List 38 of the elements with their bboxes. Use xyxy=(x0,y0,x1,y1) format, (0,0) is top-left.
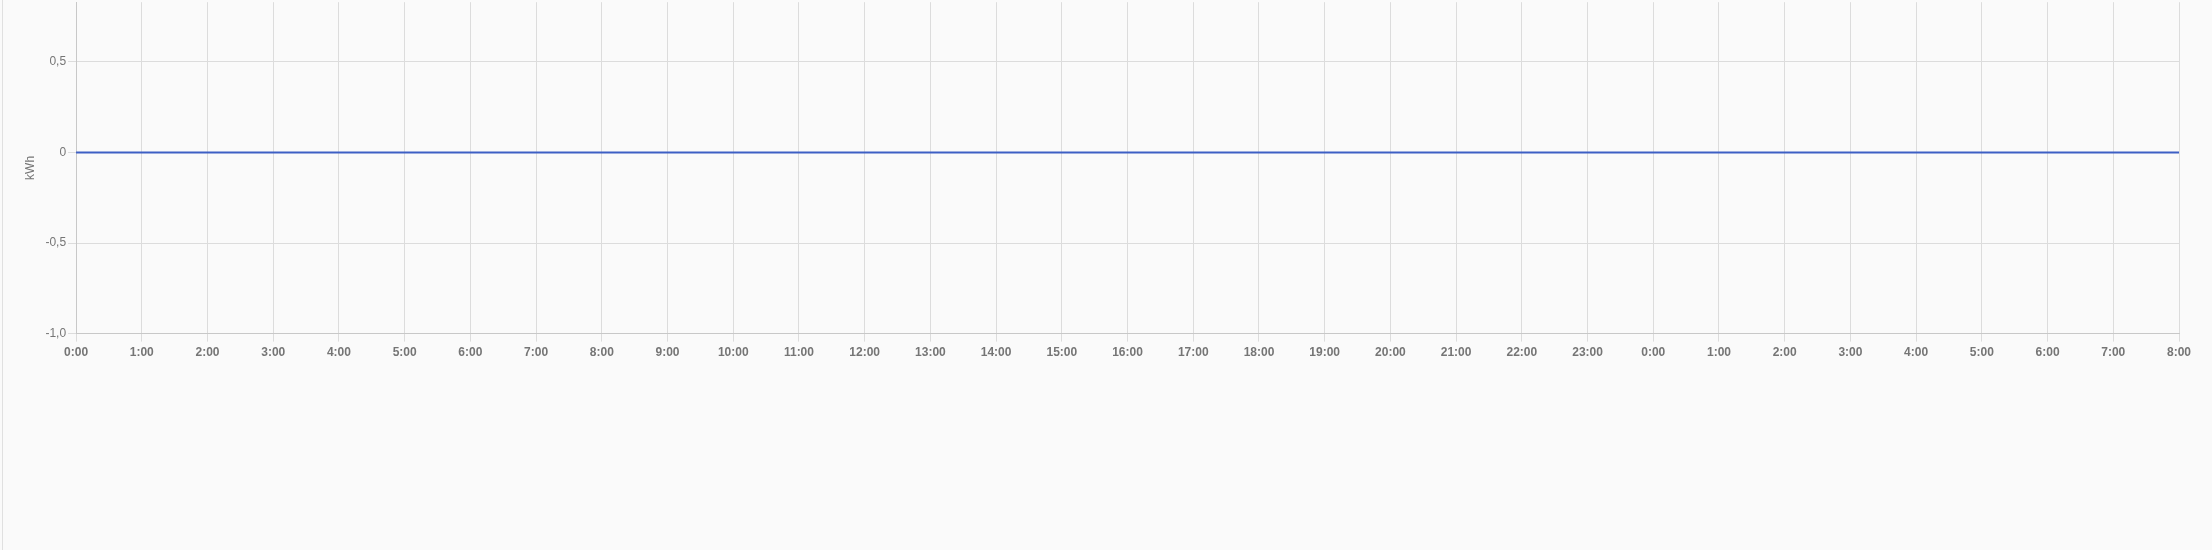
x-tick-label: 2:00 xyxy=(1772,345,1798,360)
x-tick-label: 4:00 xyxy=(326,345,352,360)
x-tick-label: 5:00 xyxy=(392,345,417,360)
x-tick-label: 22:00 xyxy=(1506,345,1538,360)
x-tick-label: 20:00 xyxy=(1375,345,1407,360)
x-tick-label: 6:00 xyxy=(458,345,483,360)
x-tick-label: 2:00 xyxy=(195,345,220,360)
x-tick-label: 1:00 xyxy=(1706,345,1732,360)
x-tick-label: 7:00 xyxy=(2101,345,2126,360)
x-tick-label: 10:00 xyxy=(717,345,749,360)
y-tick-label: -1,0 xyxy=(45,325,67,340)
x-tick-label: 13:00 xyxy=(915,345,947,360)
y-tick-label: 0,5 xyxy=(49,54,67,69)
x-tick-label: 12:00 xyxy=(849,345,881,360)
x-tick-label: 0:00 xyxy=(1641,345,1666,360)
x-tick-label: 6:00 xyxy=(2035,345,2060,360)
x-tick-label: 3:00 xyxy=(1838,345,1863,360)
x-tick-label: 7:00 xyxy=(524,345,549,360)
x-tick-label: 15:00 xyxy=(1046,345,1078,360)
x-tick-label: 11:00 xyxy=(783,345,815,360)
x-tick-label: 5:00 xyxy=(1969,345,1995,360)
x-tick-label: 14:00 xyxy=(980,345,1012,360)
x-tick-label: 9:00 xyxy=(655,345,680,360)
y-axis-title: kWh xyxy=(22,155,37,180)
x-tick-label: 21:00 xyxy=(1440,345,1472,360)
y-tick-label: -0,5 xyxy=(45,235,67,250)
x-tick-label: 4:00 xyxy=(1904,345,1929,360)
x-tick-label: 8:00 xyxy=(2166,345,2192,360)
x-tick-label: 17:00 xyxy=(1177,345,1209,360)
x-tick-label: 18:00 xyxy=(1243,345,1275,360)
x-tick-label: 1:00 xyxy=(129,345,155,360)
x-tick-label: 16:00 xyxy=(1112,345,1144,360)
x-tick-label: 23:00 xyxy=(1572,345,1604,360)
x-tick-label: 8:00 xyxy=(589,345,615,360)
x-tick-label: 19:00 xyxy=(1309,345,1341,360)
x-tick-label: 3:00 xyxy=(261,345,286,360)
x-tick-label: 0:00 xyxy=(64,345,89,360)
y-tick-label: 0 xyxy=(59,144,67,159)
